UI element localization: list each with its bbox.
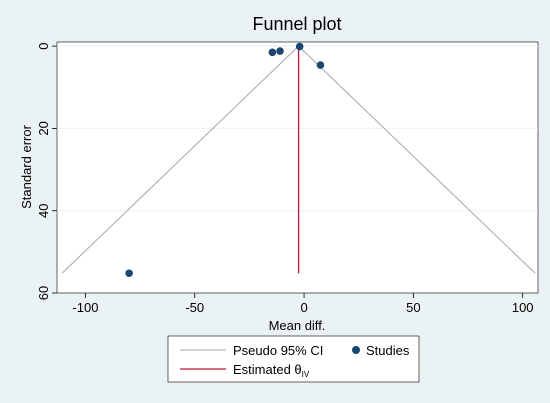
y-tick-label: 0 <box>36 42 51 49</box>
legend-box <box>167 335 420 383</box>
x-tick-label: 100 <box>512 300 534 315</box>
legend-studies-marker <box>352 346 360 354</box>
legend: Pseudo 95% CI Studies Estimated θIV <box>167 335 420 383</box>
study-point <box>295 42 304 51</box>
y-tick-label: 60 <box>36 286 51 300</box>
study-point <box>125 269 133 278</box>
study-point <box>316 61 325 69</box>
plot-area <box>56 41 539 294</box>
x-axis-label: Mean diff. <box>269 318 326 333</box>
x-tick-label: -100 <box>72 300 98 315</box>
legend-ci-label: Pseudo 95% CI <box>233 343 323 358</box>
y-tick-label: 40 <box>36 203 51 217</box>
legend-studies-label: Studies <box>366 343 410 358</box>
legend-estimate-subscript: IV <box>302 370 310 379</box>
ci-line-left <box>61 45 299 274</box>
axis-layer: 0 20 40 60 -100 -50 0 50 100 <box>36 42 534 315</box>
x-tick-label: 50 <box>406 300 420 315</box>
chart-title: Funnel plot <box>252 14 341 34</box>
legend-estimate-label: Estimated θIV <box>233 362 310 379</box>
legend-estimate-main: Estimated θ <box>233 362 302 377</box>
x-tick-label: 0 <box>300 300 307 315</box>
y-axis-label: Standard error <box>19 124 34 208</box>
ci-line-right <box>298 45 536 274</box>
study-point <box>268 48 277 57</box>
series-layer <box>61 42 536 278</box>
y-tick-label: 20 <box>36 121 51 135</box>
study-point <box>276 47 284 55</box>
x-tick-label: -50 <box>185 300 204 315</box>
